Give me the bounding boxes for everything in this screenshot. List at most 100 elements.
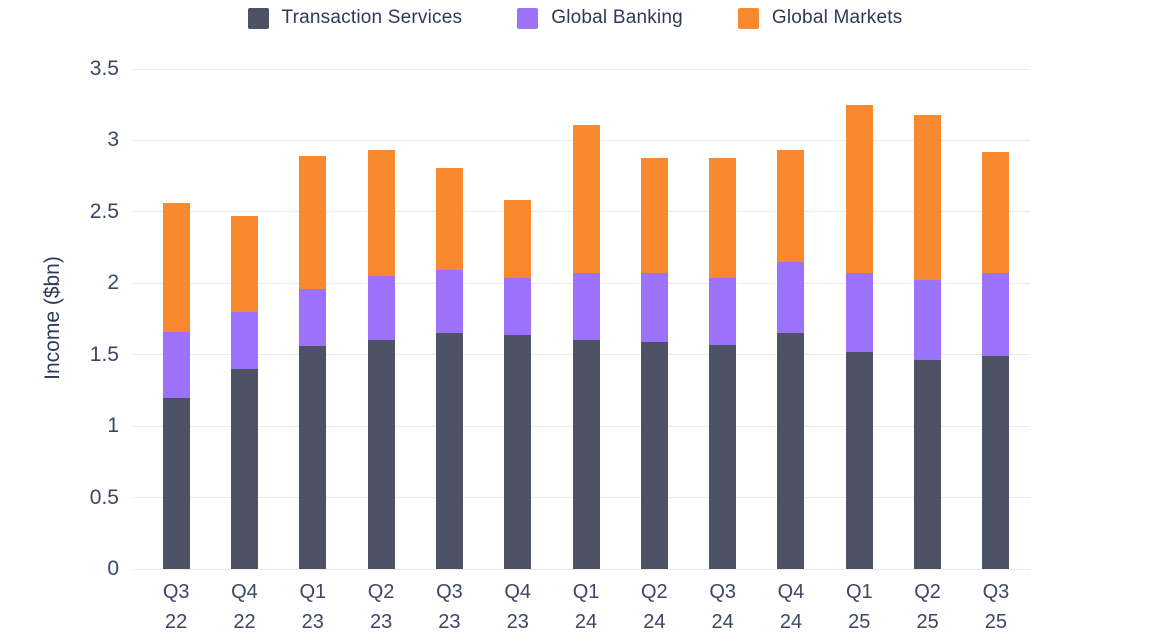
x-label-quarter: Q2 <box>641 581 668 603</box>
x-label-q4-22: Q4 22 <box>210 577 278 637</box>
bar-segment-global-banking <box>299 289 327 347</box>
bar-segment-global-markets <box>709 157 737 278</box>
x-axis-labels: Q3 22 Q4 22 Q1 23 Q2 23 Q3 23 Q4 23 Q1 24 Q2 24 Q3 24 Q4 24… <box>142 577 1030 637</box>
bar-segment-global-banking <box>230 311 258 369</box>
x-label-year: 23 <box>438 611 461 633</box>
chart-legend: Transaction Services Global Banking Global… <box>0 7 1150 29</box>
bars-container <box>142 69 1030 569</box>
x-label-q3-24: Q3 24 <box>689 577 757 637</box>
x-label-quarter: Q1 <box>572 581 600 603</box>
bar-segment-global-banking <box>914 280 942 361</box>
x-label-year: 23 <box>506 611 529 633</box>
y-tick-label-2: 2 <box>107 271 119 295</box>
x-label-quarter: Q1 <box>299 581 327 603</box>
x-label-year: 24 <box>711 611 734 633</box>
bar-q2-24 <box>620 69 688 569</box>
bar-q4-24 <box>757 69 825 569</box>
y-tick-label-3: 3 <box>107 128 119 152</box>
legend-label: Global Markets <box>771 7 903 28</box>
bar-segment-global-banking <box>777 261 805 334</box>
x-label-quarter: Q1 <box>845 581 873 603</box>
x-label-q1-24: Q1 24 <box>552 577 620 637</box>
bar-segment-global-banking <box>709 277 737 345</box>
x-label-year: 24 <box>643 611 666 633</box>
y-tick-label-2.5: 2.5 <box>89 199 119 223</box>
bar-q4-22 <box>210 69 278 569</box>
gridline-0 <box>133 568 1030 570</box>
x-label-q1-23: Q1 23 <box>279 577 347 637</box>
x-label-quarter: Q2 <box>367 581 395 603</box>
bar-segment-transaction-services <box>777 333 805 569</box>
x-label-quarter: Q4 <box>777 581 805 603</box>
bar-segment-global-banking <box>845 273 873 352</box>
bar-q1-23 <box>279 69 347 569</box>
plot-area <box>133 68 1030 570</box>
bar-q2-23 <box>347 69 415 569</box>
y-tick-label-0.5: 0.5 <box>89 485 119 509</box>
bar-segment-global-markets <box>162 203 190 332</box>
x-label-quarter: Q3 <box>436 581 463 603</box>
bar-segment-global-markets <box>299 156 327 290</box>
y-axis-ticks: 0 0.5 1 1.5 2 2.5 3 3.5 <box>0 57 119 580</box>
x-label-q1-25: Q1 25 <box>825 577 893 637</box>
x-label-quarter: Q3 <box>709 581 736 603</box>
x-label-year: 22 <box>165 611 188 633</box>
legend-item-global-markets: Global Markets <box>737 7 903 29</box>
y-tick-label-3.5: 3.5 <box>89 57 119 80</box>
legend-swatch-global-banking <box>517 7 539 29</box>
x-label-year: 24 <box>574 611 598 633</box>
bar-segment-global-banking <box>367 276 395 341</box>
bar-segment-global-banking <box>162 331 190 398</box>
x-label-year: 22 <box>233 611 256 633</box>
legend-label: Global Banking <box>551 7 683 28</box>
x-label-year: 24 <box>779 611 803 633</box>
x-label-year: 25 <box>916 611 939 633</box>
x-label-q3-22: Q3 22 <box>142 577 210 637</box>
x-label-quarter: Q3 <box>982 581 1010 603</box>
bar-segment-transaction-services <box>709 344 737 569</box>
bar-q3-24 <box>689 69 757 569</box>
bar-q1-24 <box>552 69 620 569</box>
x-label-q4-23: Q4 23 <box>484 577 552 637</box>
bar-segment-transaction-services <box>982 356 1010 569</box>
x-label-quarter: Q2 <box>914 581 941 603</box>
bar-segment-global-banking <box>640 273 668 342</box>
y-tick-label-0: 0 <box>107 557 119 580</box>
legend-swatch-global-markets <box>737 7 759 29</box>
bar-segment-transaction-services <box>572 340 600 569</box>
legend-label: Transaction Services <box>281 7 463 28</box>
x-label-quarter: Q4 <box>231 581 258 603</box>
bar-q3-22 <box>142 69 210 569</box>
bar-segment-global-banking <box>982 273 1010 357</box>
bar-segment-global-banking <box>504 277 532 335</box>
x-label-q3-25: Q3 25 <box>962 577 1030 637</box>
x-label-q2-24: Q2 24 <box>620 577 688 637</box>
bar-segment-transaction-services <box>504 334 532 569</box>
x-label-quarter: Q4 <box>504 581 532 603</box>
bar-segment-transaction-services <box>914 360 942 569</box>
bar-segment-transaction-services <box>640 341 668 569</box>
bar-segment-transaction-services <box>162 397 190 569</box>
x-label-year: 23 <box>301 611 324 633</box>
bar-q4-23 <box>484 69 552 569</box>
y-tick-label-1.5: 1.5 <box>89 342 119 366</box>
bar-segment-transaction-services <box>367 340 395 569</box>
legend-item-global-banking: Global Banking <box>517 7 683 29</box>
bar-q2-25 <box>893 69 961 569</box>
bar-segment-global-banking <box>435 270 463 334</box>
x-label-q2-25: Q2 25 <box>893 577 961 637</box>
bar-segment-global-markets <box>640 157 668 274</box>
bar-segment-global-banking <box>572 273 600 341</box>
bar-q1-25 <box>825 69 893 569</box>
bar-q3-23 <box>415 69 483 569</box>
x-label-year: 23 <box>369 611 393 633</box>
bar-segment-global-markets <box>367 150 395 277</box>
y-tick-label-1: 1 <box>107 414 119 438</box>
gridline-3.5 <box>133 68 1030 70</box>
bar-segment-transaction-services <box>435 333 463 569</box>
x-label-q2-23: Q2 23 <box>347 577 415 637</box>
x-label-year: 25 <box>984 611 1008 633</box>
bar-segment-transaction-services <box>230 369 258 569</box>
bar-segment-transaction-services <box>299 346 327 569</box>
x-label-q3-23: Q3 23 <box>415 577 483 637</box>
